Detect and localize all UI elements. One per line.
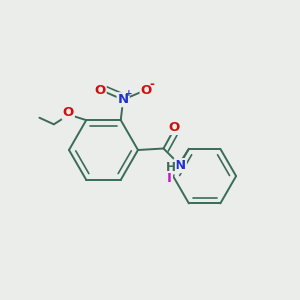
Text: +: + [125,88,132,98]
Text: O: O [63,106,74,119]
Text: O: O [94,84,106,97]
Text: O: O [141,84,152,97]
Text: I: I [167,172,172,185]
Text: O: O [168,121,179,134]
Text: N: N [118,93,129,106]
Text: N: N [175,159,186,172]
Text: -: - [150,78,155,91]
Text: H: H [166,160,176,174]
